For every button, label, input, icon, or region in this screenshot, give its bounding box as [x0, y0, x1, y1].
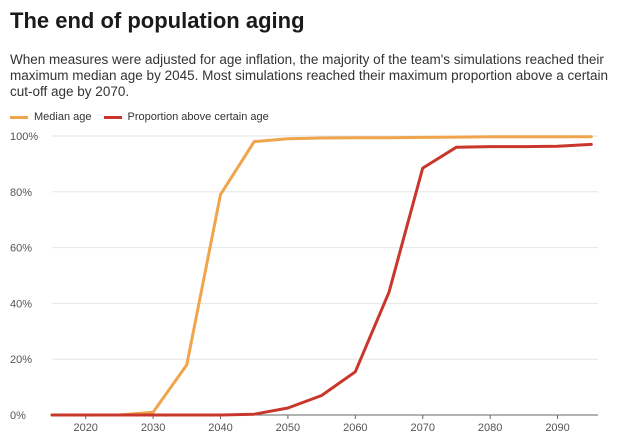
legend-item-median-age: Median age: [10, 111, 92, 123]
x-tick-label-2030: 2030: [141, 422, 165, 434]
y-tick-label-100: 100%: [10, 131, 38, 143]
x-tick-label-2060: 2060: [343, 422, 367, 434]
x-tick-label-2090: 2090: [545, 422, 569, 434]
chart-subtitle: When measures were adjusted for age infl…: [10, 52, 609, 99]
x-tick-label-2080: 2080: [478, 422, 502, 434]
legend-item-proportion: Proportion above certain age: [103, 111, 269, 123]
chart-title: The end of population aging: [10, 8, 305, 33]
legend-swatch-median-age: [10, 115, 28, 119]
series-line-proportion-above-age: [50, 142, 593, 417]
y-tick-label-20: 20%: [10, 354, 32, 366]
legend-label-median-age: Median age: [34, 111, 92, 123]
x-tick-label-2020: 2020: [73, 422, 97, 434]
y-tick-label-40: 40%: [10, 298, 32, 310]
series-line-median-age: [50, 135, 593, 417]
legend-swatch-proportion: [103, 115, 122, 119]
x-tick-label-2040: 2040: [208, 422, 232, 434]
y-tick-label-80: 80%: [10, 187, 32, 199]
x-tick-label-2050: 2050: [276, 422, 300, 434]
legend-label-proportion: Proportion above certain age: [127, 111, 269, 123]
y-tick-label-60: 60%: [10, 243, 32, 255]
y-tick-label-0: 0%: [10, 410, 26, 422]
x-tick-label-2070: 2070: [410, 422, 434, 434]
chart-legend: Median age Proportion above certain age: [10, 111, 281, 123]
